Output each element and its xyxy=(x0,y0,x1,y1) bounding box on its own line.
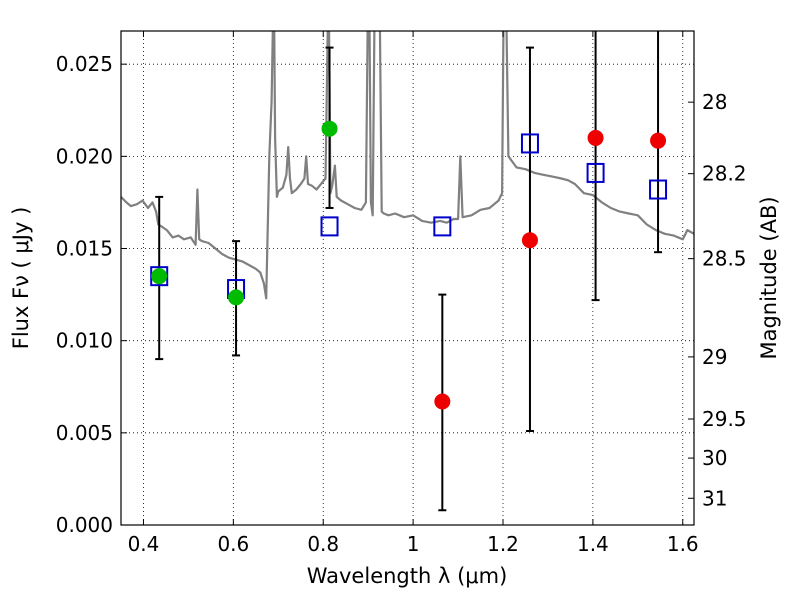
y2-tick-label: 29.5 xyxy=(702,407,747,431)
y2-tick-label: 28 xyxy=(702,90,727,114)
y2-tick-label: 28.2 xyxy=(702,162,747,186)
data-point-marker xyxy=(587,129,604,146)
y2-tick-label: 29 xyxy=(702,345,727,369)
x-tick-label: 1.2 xyxy=(487,532,519,556)
x-tick-label: 1.4 xyxy=(577,532,609,556)
y2-tick-label: 30 xyxy=(702,446,727,470)
spectrum-line xyxy=(121,31,694,300)
data-point-marker xyxy=(434,393,451,410)
y2-tick-label: 31 xyxy=(702,486,727,510)
data-point-marker xyxy=(228,289,245,306)
plot-frame xyxy=(120,30,695,526)
model-square-marker xyxy=(520,133,539,154)
model-square-marker xyxy=(433,216,452,237)
model-square-marker xyxy=(586,162,605,183)
x-tick-label: 1 xyxy=(407,532,420,556)
x-tick-label: 1.6 xyxy=(667,532,699,556)
y-tick-label: 0.005 xyxy=(56,421,113,445)
y2-tick-label: 28.5 xyxy=(702,247,747,271)
y-tick-label: 0.000 xyxy=(56,513,113,537)
y2-axis-label: Magnitude (AB) xyxy=(757,196,781,359)
plot-area xyxy=(121,31,694,525)
data-point-marker xyxy=(321,120,338,137)
data-point-marker xyxy=(521,232,538,249)
x-tick-label: 0.6 xyxy=(217,532,249,556)
x-tick-label: 0.4 xyxy=(128,532,160,556)
x-tick-label: 0.8 xyxy=(307,532,339,556)
marks-layer xyxy=(150,31,668,512)
y-tick-label: 0.010 xyxy=(56,329,113,353)
model-square-marker xyxy=(320,216,339,237)
spectrum-layer xyxy=(121,31,694,300)
y-tick-label: 0.025 xyxy=(56,52,113,76)
data-point-marker xyxy=(650,132,667,149)
y-axis-label: Flux Fν ( μJy ) xyxy=(9,207,33,350)
y-tick-label: 0.015 xyxy=(56,237,113,261)
x-axis-label: Wavelength λ (μm) xyxy=(307,564,508,588)
model-square-marker xyxy=(649,179,668,200)
ticks-layer: 0.4 0.6 0.8 1 1.2 1.4 1.6 0.000 0.005 0.010 0.015 0… xyxy=(56,31,747,556)
data-point-marker xyxy=(151,268,168,285)
y-tick-label: 0.020 xyxy=(56,144,113,168)
